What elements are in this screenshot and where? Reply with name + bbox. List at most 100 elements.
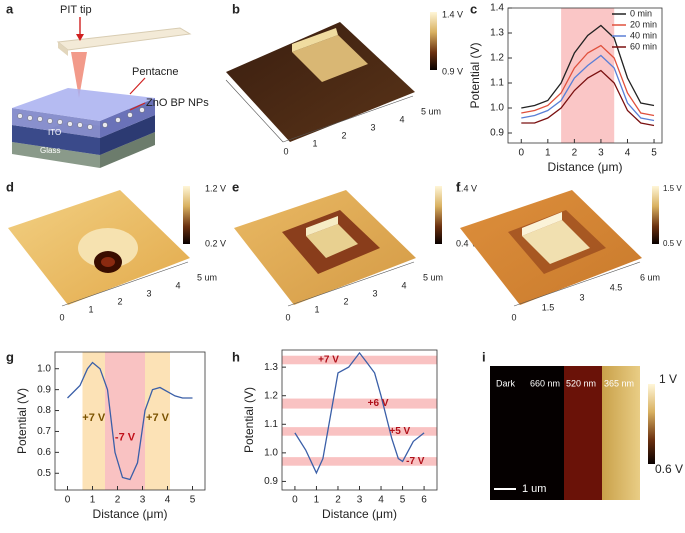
tip-text: PIT tip (60, 4, 92, 16)
panel-label: b (232, 1, 240, 16)
chart: g +7 V -7 V +7 V 0 1 2 3 4 5 0.5 0.6 0.7 0.8 0.9 1.0 Dis… (6, 349, 206, 521)
raised-area (292, 35, 368, 82)
x-tick-label: 5 (400, 495, 406, 506)
y-axis-title: Potential (V) (242, 387, 256, 453)
y-tick-label: 0.6 (37, 447, 51, 458)
colorbar-min: 0.9 V (442, 66, 463, 76)
axis-labels: 0 1.5 3 4.5 6 um (511, 272, 660, 322)
x-tick-label: 3 (357, 495, 363, 506)
x-axis-title: Distance (μm) (548, 160, 623, 174)
panel-label: f (456, 179, 461, 194)
colorbar (435, 186, 442, 244)
panel-d: d 1.2 V 0.2 V 0 1 2 3 4 5 um (6, 179, 226, 322)
band-label: -7 V (115, 431, 136, 443)
y-tick-label: 0.9 (37, 384, 51, 395)
colorbar (652, 186, 659, 244)
y-tick-label: 0.7 (37, 426, 51, 437)
colorbar-min: 0.6 V (655, 462, 683, 476)
axis-labels: 0 1 2 3 4 5 um (285, 272, 443, 322)
panel-label: a (6, 1, 14, 16)
axis-label: 5 um (197, 272, 217, 282)
y-tick-label: 0.8 (37, 405, 51, 416)
ito-text: ITO (48, 128, 61, 137)
y-axis-title: Potential (V) (468, 42, 482, 108)
pentacene-front (12, 108, 100, 138)
plot-frame (507, 7, 663, 144)
raised-top (522, 212, 562, 236)
pentacene-text: Pentacne (132, 66, 178, 78)
colorbar-min: 0.2 V (205, 238, 226, 248)
panel-a: a PIT tip ITO Glass Pentacne ZnO BP NPs (6, 1, 209, 168)
axis-label: 2 (117, 296, 122, 306)
axis-labels: 0 1 2 3 4 5 um (59, 272, 217, 322)
glass-front (12, 142, 100, 168)
y-band (282, 398, 437, 409)
axis-label: 2 (343, 296, 348, 306)
data-line (521, 44, 655, 117)
panel-label: d (6, 179, 14, 194)
panel-label: h (232, 349, 240, 364)
axis-label: 1 (88, 304, 93, 314)
panel-label: i (482, 349, 486, 364)
x-tick-label: 3 (598, 148, 604, 159)
well-core (101, 257, 115, 267)
x-tick-label: 6 (421, 495, 427, 506)
axis-label: 4 (175, 280, 180, 290)
colorbar-min: 0.4 V (456, 238, 477, 248)
panel-i: i Dark 660 nm 520 nm 365 nm 1 um 1 V 0.6… (482, 349, 683, 500)
panel-e: e 1.4 V 0.4 V 0 1 2 3 4 5 um (232, 179, 477, 322)
panel-label: e (232, 179, 239, 194)
nanoparticles (17, 107, 145, 130)
tip-cone (71, 52, 87, 98)
y-tick-label: 1.2 (490, 53, 504, 64)
band-label: +6 V (368, 398, 389, 409)
y-tick-label: 1.2 (264, 390, 278, 401)
panel-label: g (6, 349, 14, 364)
axis-label: 4 (401, 280, 406, 290)
raised-area (78, 228, 138, 268)
arrow (129, 77, 146, 95)
axis-line (282, 95, 414, 143)
axis-label: 1.5 (542, 302, 555, 312)
x-tick-label: 4 (378, 495, 384, 506)
cantilever (56, 27, 192, 51)
colorbar-max: 1 V (659, 372, 677, 386)
data-line (521, 54, 655, 122)
x-tick-label: 0 (518, 148, 524, 159)
chart: c 0 1 2 3 4 5 0.9 1.0 1.1 1.2 1.3 1.4 Distance (μm) Po… (468, 1, 663, 174)
band-label: +7 V (318, 355, 339, 366)
x-tick-label: 4 (165, 495, 171, 506)
colorbar-max: 1.2 V (205, 183, 226, 193)
band-label: +7 V (82, 412, 106, 424)
panel-f: f 1.5 V 0.5 V 0 1.5 3 4.5 6 um (456, 179, 682, 322)
colorbar-max: 1.4 V (442, 9, 463, 19)
axis-label: 0 (511, 312, 516, 322)
x-tick-label: 1 (90, 495, 96, 506)
legend-label: 60 min (630, 41, 657, 51)
y-band (282, 355, 437, 365)
legend-label: 20 min (630, 19, 657, 29)
chart: h +7 V +6 V +5 V -7 V 0 1 2 3 4 5 6 0.9 1.0 1.1 1.2 1.3 D… (232, 349, 438, 521)
y-tick-label: 1.4 (490, 3, 504, 14)
axis-label: 3 (146, 288, 151, 298)
x-tick-label: 1 (314, 495, 320, 506)
colorbar (183, 186, 190, 244)
ito-side (100, 115, 155, 155)
legend-label: 40 min (630, 30, 657, 40)
x-tick-label: 1 (545, 148, 551, 159)
y-tick-label: 1.0 (37, 363, 51, 374)
data-line (294, 351, 425, 475)
x-tick-label: 2 (115, 495, 121, 506)
colorbar (430, 12, 437, 70)
axis-labels: 0 1 2 3 4 5 um (283, 106, 441, 156)
y-band (282, 457, 437, 466)
y-band (282, 427, 437, 436)
cantilever-side (58, 42, 68, 56)
y-tick-label: 0.9 (264, 476, 278, 487)
axis-label: 3 (579, 292, 584, 302)
x-tick-label: 5 (651, 148, 657, 159)
glass-text: Glass (40, 146, 60, 155)
plot-frame (54, 351, 206, 491)
y-tick-label: 1.0 (490, 103, 504, 114)
